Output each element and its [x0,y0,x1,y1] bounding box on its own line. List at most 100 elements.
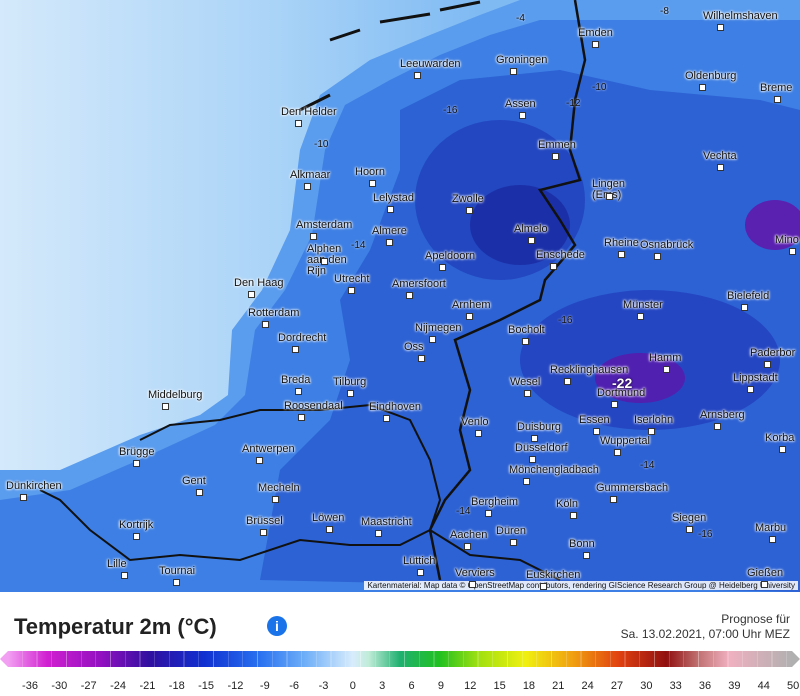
city-marker [417,569,424,576]
city-label: Bergheim [471,496,519,508]
city-label: Oss [404,341,424,353]
scale-arrow [792,651,800,667]
city-label: Rotterdam [248,307,300,319]
contour-label: -16 [443,105,458,116]
city-label: Mino [775,234,799,246]
map-background [0,0,800,592]
city-marker [292,346,299,353]
scale-label: -27 [80,680,97,692]
city-label: Wuppertal [600,435,650,447]
city-label: Köln [556,498,579,510]
scale-label: 36 [698,680,712,692]
city-marker [523,478,530,485]
city-marker [260,529,267,536]
city-label: Apeldoorn [425,250,476,262]
scale-label: -9 [259,680,270,692]
city-label: Arnhem [452,299,491,311]
city-label: Lippstadt [733,372,778,384]
scale-label: 24 [581,680,594,692]
scale-label: 9 [437,680,444,692]
city-label: Breme [760,82,793,94]
city-label: Dünkirchen [6,480,62,492]
city-marker [414,72,421,79]
contour-label: -10 [314,139,329,150]
scale-label: -3 [318,680,329,692]
city-marker [552,153,559,160]
city-label: Gummersbach [596,482,669,494]
city-marker [133,460,140,467]
city-label: Marbu [755,522,787,534]
city-marker [606,193,613,200]
city-label: Gent [182,475,206,487]
scale-arrow [0,651,8,667]
city-marker [764,361,771,368]
city-marker [375,530,382,537]
city-label: Maastricht [361,516,412,528]
city-label: Hamm [649,352,682,364]
city-label: Dordrecht [278,332,327,344]
contour-label: -14 [640,460,655,471]
city-label: Almere [372,225,407,237]
city-label: Düren [496,525,526,537]
city-marker [761,581,768,588]
city-marker [774,96,781,103]
city-label: Den Haag [234,277,284,289]
city-marker [485,510,492,517]
scale-label: 30 [640,680,653,692]
city-label: Zwolle [452,193,484,205]
city-marker [304,183,311,190]
city-label: Enschede [536,249,585,261]
contour-label: -14 [456,506,471,517]
contour-label: -8 [660,6,669,17]
scale-label: 27 [610,680,624,692]
city-label: Oldenburg [685,70,737,82]
city-label: Venlo [461,416,489,428]
color-scale [8,651,792,667]
city-label: Siegen [672,512,707,524]
city-marker [540,583,547,590]
city-label: Iserlohn [634,414,674,426]
scale-label: 18 [522,680,536,692]
scale-label: -6 [289,680,300,692]
city-marker [618,251,625,258]
city-label: Antwerpen [242,443,295,455]
city-label: Middelburg [148,389,203,401]
city-label: Almelo [514,223,548,235]
city-label: Kortrijk [119,519,154,531]
city-marker [464,543,471,550]
scale-label: 44 [757,680,770,692]
city-label: Bielefeld [727,290,770,302]
city-marker [429,336,436,343]
prognose-label: Prognose für [721,612,790,626]
city-marker [592,41,599,48]
scale-label: 50 [786,680,800,692]
city-label: Eindhoven [369,401,421,413]
city-marker [564,378,571,385]
scale-label: 39 [728,680,741,692]
city-label: Lüttich [403,555,436,567]
city-marker [298,414,305,421]
city-label: Euskirchen [526,569,581,581]
map[interactable]: Kartenmaterial: Map data © OpenStreetMap… [0,0,800,592]
city-marker [648,428,655,435]
city-label: Korba [765,432,795,444]
city-marker [418,355,425,362]
city-marker [593,428,600,435]
city-label: Roosendaal [284,400,343,412]
city-marker [524,390,531,397]
info-button[interactable]: i [267,616,287,636]
legend-title: Temperatur 2m (°C) [14,614,217,639]
city-marker [699,84,706,91]
city-marker [769,536,776,543]
city-marker [637,313,644,320]
city-marker [387,206,394,213]
contour-label: -14 [351,240,366,251]
city-label: Arnsberg [700,409,745,421]
city-label: Wesel [510,376,541,388]
city-label: Amersfoort [392,278,446,290]
city-marker [663,366,670,373]
city-label: Bonn [569,538,595,550]
city-marker [510,68,517,75]
contour-label: -22 [612,375,633,391]
city-label: Gießen [747,567,784,579]
